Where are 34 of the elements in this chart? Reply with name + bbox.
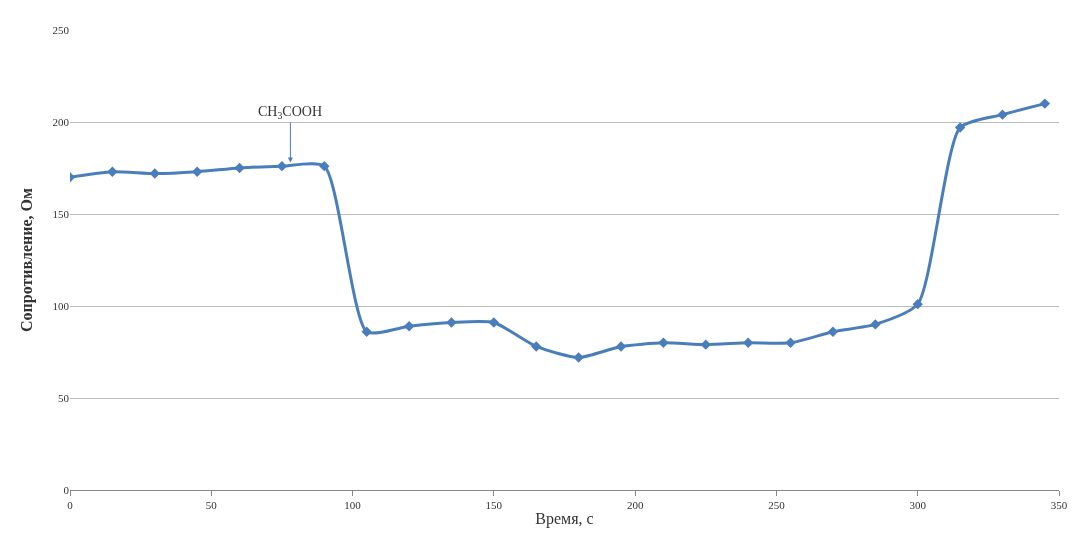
y-tick-label: 250 (52, 23, 70, 36)
y-tick-label: 100 (52, 299, 70, 312)
point (488, 317, 500, 328)
point (997, 109, 1008, 120)
point (107, 166, 118, 177)
y-tick-label: 200 (52, 115, 70, 128)
point (785, 337, 796, 348)
y-axis-title: Сопротивление, Ом (18, 187, 37, 332)
point (531, 341, 542, 352)
annotation: CH$_{3}$COOH (258, 104, 323, 121)
point (827, 326, 839, 337)
x-tick-label: 100 (344, 499, 362, 512)
point (1039, 98, 1051, 109)
point (658, 337, 669, 348)
point (446, 317, 457, 328)
x-tick-label: 300 (909, 499, 927, 512)
x-axis-title: Время, с (535, 509, 594, 528)
point (319, 160, 330, 172)
point (615, 341, 627, 352)
point (403, 321, 415, 332)
point (912, 298, 923, 310)
point (870, 319, 881, 330)
x-tick-label: 250 (768, 499, 786, 512)
x-tick-label: 200 (626, 499, 644, 512)
point (361, 326, 372, 337)
x-tick-label: 50 (205, 499, 218, 512)
x-tick-label: 150 (485, 499, 503, 512)
y-tick-label: 150 (52, 207, 70, 220)
point (954, 122, 966, 133)
y-tick-label: 0 (63, 483, 70, 496)
y-tick-label: 50 (58, 391, 70, 404)
point (573, 352, 584, 363)
x-tick-label: 350 (1050, 499, 1068, 512)
point (234, 162, 245, 174)
